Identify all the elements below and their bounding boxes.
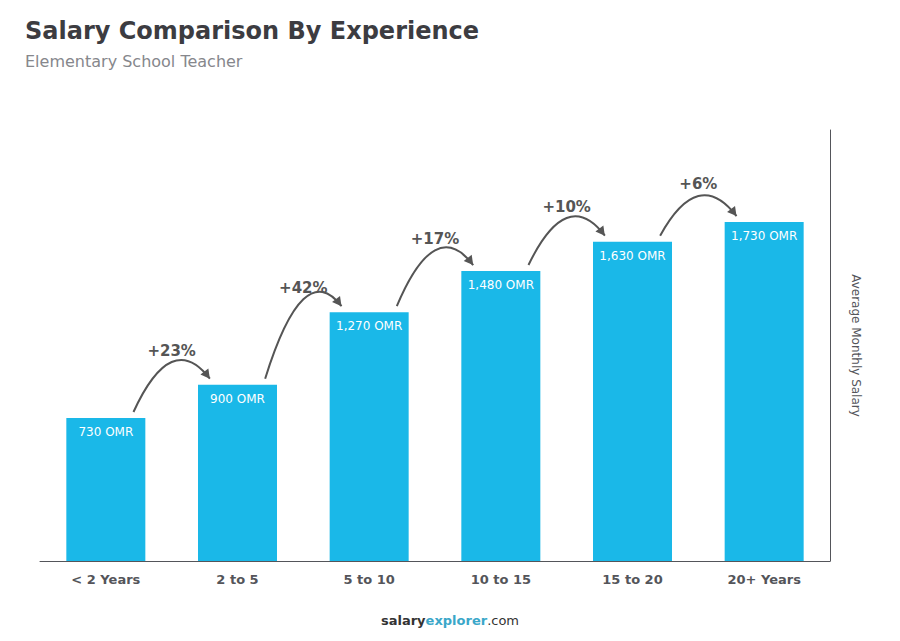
svg-text:+42%: +42% (279, 279, 327, 297)
svg-text:+6%: +6% (679, 175, 717, 193)
svg-text:1,480 OMR: 1,480 OMR (468, 278, 534, 292)
svg-text:900 OMR: 900 OMR (210, 392, 265, 406)
svg-text:+17%: +17% (411, 230, 459, 248)
svg-text:10 to 15: 10 to 15 (471, 572, 531, 587)
svg-text:2 to 5: 2 to 5 (216, 572, 258, 587)
svg-text:1,630 OMR: 1,630 OMR (599, 249, 665, 263)
svg-text:1,730 OMR: 1,730 OMR (731, 229, 797, 243)
svg-text:20+ Years: 20+ Years (727, 572, 801, 587)
svg-text:+23%: +23% (147, 342, 195, 360)
svg-text:15 to 20: 15 to 20 (602, 572, 662, 587)
svg-text:< 2 Years: < 2 Years (71, 572, 140, 587)
svg-text:Elementary School Teacher: Elementary School Teacher (25, 52, 243, 71)
svg-text:+10%: +10% (542, 198, 590, 216)
svg-text:730 OMR: 730 OMR (78, 425, 133, 439)
svg-text:.com: .com (487, 613, 519, 628)
svg-text:salary: salary (381, 613, 426, 628)
svg-text:Average Monthly Salary: Average Monthly Salary (849, 274, 863, 417)
svg-text:5 to 10: 5 to 10 (343, 572, 394, 587)
svg-text:explorer: explorer (426, 613, 488, 628)
svg-text:Salary Comparison By Experienc: Salary Comparison By Experience (25, 17, 479, 45)
svg-text:1,270 OMR: 1,270 OMR (336, 319, 402, 333)
